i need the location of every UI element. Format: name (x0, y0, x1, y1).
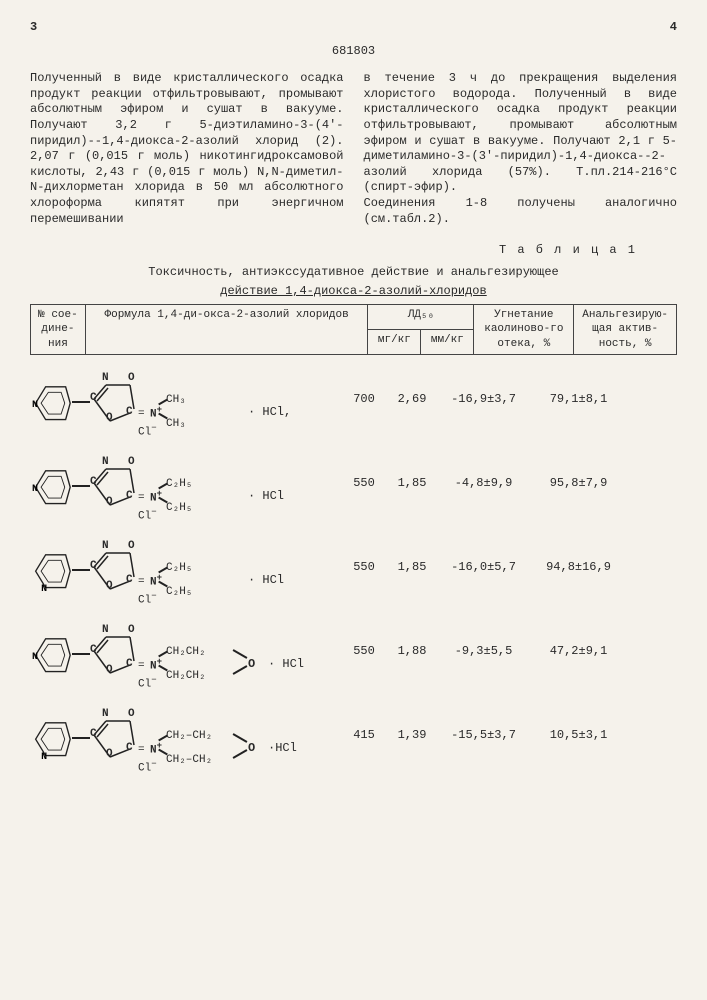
th-analg: Анальгезирую-щая актив-ность, % (574, 304, 677, 354)
edema-val: -4,8±9,9 (436, 476, 531, 492)
left-paragraph: Полученный в виде кристаллического осадк… (30, 71, 344, 225)
document-number: 681803 (30, 44, 677, 60)
edema-val: -16,9±3,7 (436, 392, 531, 408)
th-ld50-mm: мм/кг (421, 329, 474, 354)
analg-val: 79,1±8,1 (531, 392, 626, 408)
table-label: Т а б л и ц а 1 (30, 243, 637, 259)
svg-text:N: N (41, 752, 47, 761)
page-num-left: 3 (30, 20, 37, 36)
analg-val: 94,8±16,9 (531, 560, 626, 576)
analg-val: 95,8±7,9 (531, 476, 626, 492)
data-rows: N NO C OC = N+ CH₃ CH₃ Cl− · HCl, 700 2,… (30, 365, 677, 771)
table-caption-1: Токсичность, антиэкссудативное действие … (30, 265, 677, 281)
svg-text:N: N (41, 584, 47, 593)
ld50-mg: 550 (340, 644, 388, 660)
ld50-mg: 415 (340, 728, 388, 744)
analg-val: 47,2±9,1 (531, 644, 626, 660)
left-column: Полученный в виде кристаллического осадк… (30, 71, 344, 227)
page-header: 3 4 (30, 20, 677, 36)
th-edema: Угнетание каолиново-го отека, % (474, 304, 574, 354)
th-ld50-mg: мг/кг (368, 329, 421, 354)
svg-text:N: N (32, 484, 38, 495)
formula-structure: N NO C OC = N+ C₂H₅ C₂H₅ Cl− · HCl (30, 449, 340, 519)
analg-val: 10,5±3,1 (531, 728, 626, 744)
table-row: N NO C OC = N+ C₂H₅ C₂H₅ Cl− · HCl 550 1… (30, 533, 677, 603)
edema-val: -9,3±5,5 (436, 644, 531, 660)
formula-structure: N NO C OC = N+ C₂H₅ C₂H₅ Cl− · HCl (30, 533, 340, 603)
table-row: N NO C OC = N+ C₂H₅ C₂H₅ Cl− · HCl 550 1… (30, 449, 677, 519)
formula-structure: N NO C OC = N+ CH₂CH₂ CH₂CH₂ Cl− O· HCl (30, 617, 340, 687)
page-num-right: 4 (670, 20, 677, 36)
data-table-header: № сое-дине-ния Формула 1,4-ди-окса-2-азо… (30, 304, 677, 355)
ld50-mg: 700 (340, 392, 388, 408)
th-no: № сое-дине-ния (31, 304, 86, 354)
text-columns: Полученный в виде кристаллического осадк… (30, 71, 677, 227)
ld50-mg: 550 (340, 560, 388, 576)
table-caption-2: действие 1,4-диокса-2-азолий-хлоридов (30, 284, 677, 300)
svg-text:N: N (32, 652, 38, 663)
ld50-mm: 1,88 (388, 644, 436, 660)
formula-structure: N NO C OC = N+ CH₃ CH₃ Cl− · HCl, (30, 365, 340, 435)
table-row: N NO C OC = N+ CH₂CH₂ CH₂CH₂ Cl− O· HCl … (30, 617, 677, 687)
table-row: N NO C OC = N+ CH₃ CH₃ Cl− · HCl, 700 2,… (30, 365, 677, 435)
formula-structure: N NO C OC = N+ CH₂–CH₂ CH₂–CH₂ Cl− O·HCl (30, 701, 340, 771)
ld50-mm: 1,39 (388, 728, 436, 744)
svg-text:N: N (32, 400, 38, 411)
edema-val: -16,0±5,7 (436, 560, 531, 576)
th-formula: Формула 1,4-ди-окса-2-азолий хлоридов (85, 304, 368, 354)
ld50-mm: 2,69 (388, 392, 436, 408)
right-column: в течение 3 ч до прекращения выделения х… (364, 71, 678, 227)
right-paragraph: в течение 3 ч до прекращения выделения х… (364, 71, 678, 225)
ld50-mg: 550 (340, 476, 388, 492)
edema-val: -15,5±3,7 (436, 728, 531, 744)
ld50-mm: 1,85 (388, 560, 436, 576)
table-row: N NO C OC = N+ CH₂–CH₂ CH₂–CH₂ Cl− O·HCl… (30, 701, 677, 771)
th-ld50: ЛД₅₀ (368, 304, 474, 329)
ld50-mm: 1,85 (388, 476, 436, 492)
